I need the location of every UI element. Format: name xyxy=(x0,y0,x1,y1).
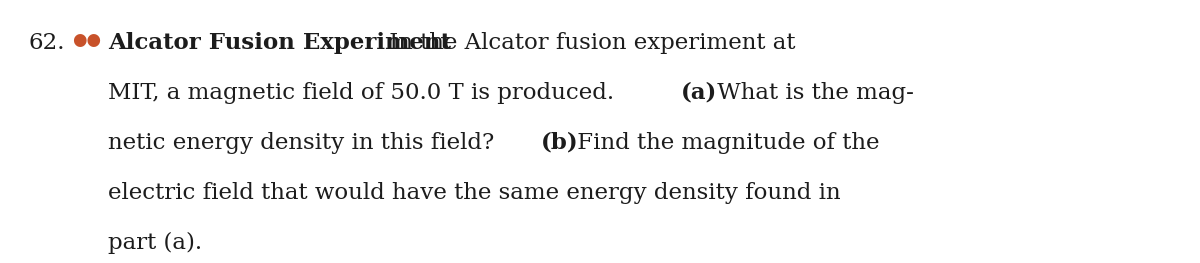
Text: ●●: ●● xyxy=(72,32,101,49)
Text: In the Alcator fusion experiment at: In the Alcator fusion experiment at xyxy=(382,32,796,54)
Text: (a): (a) xyxy=(682,82,718,104)
Text: MIT, a magnetic field of 50.0 T is produced.: MIT, a magnetic field of 50.0 T is produ… xyxy=(108,82,622,104)
Text: 62.: 62. xyxy=(28,32,65,54)
Text: Find the magnitude of the: Find the magnitude of the xyxy=(570,132,880,154)
Text: (b): (b) xyxy=(541,132,578,154)
Text: part (a).: part (a). xyxy=(108,232,202,254)
Text: netic energy density in this field?: netic energy density in this field? xyxy=(108,132,502,154)
Text: Alcator Fusion Experiment: Alcator Fusion Experiment xyxy=(108,32,451,54)
Text: What is the mag-: What is the mag- xyxy=(710,82,914,104)
Text: electric field that would have the same energy density found in: electric field that would have the same … xyxy=(108,182,841,204)
